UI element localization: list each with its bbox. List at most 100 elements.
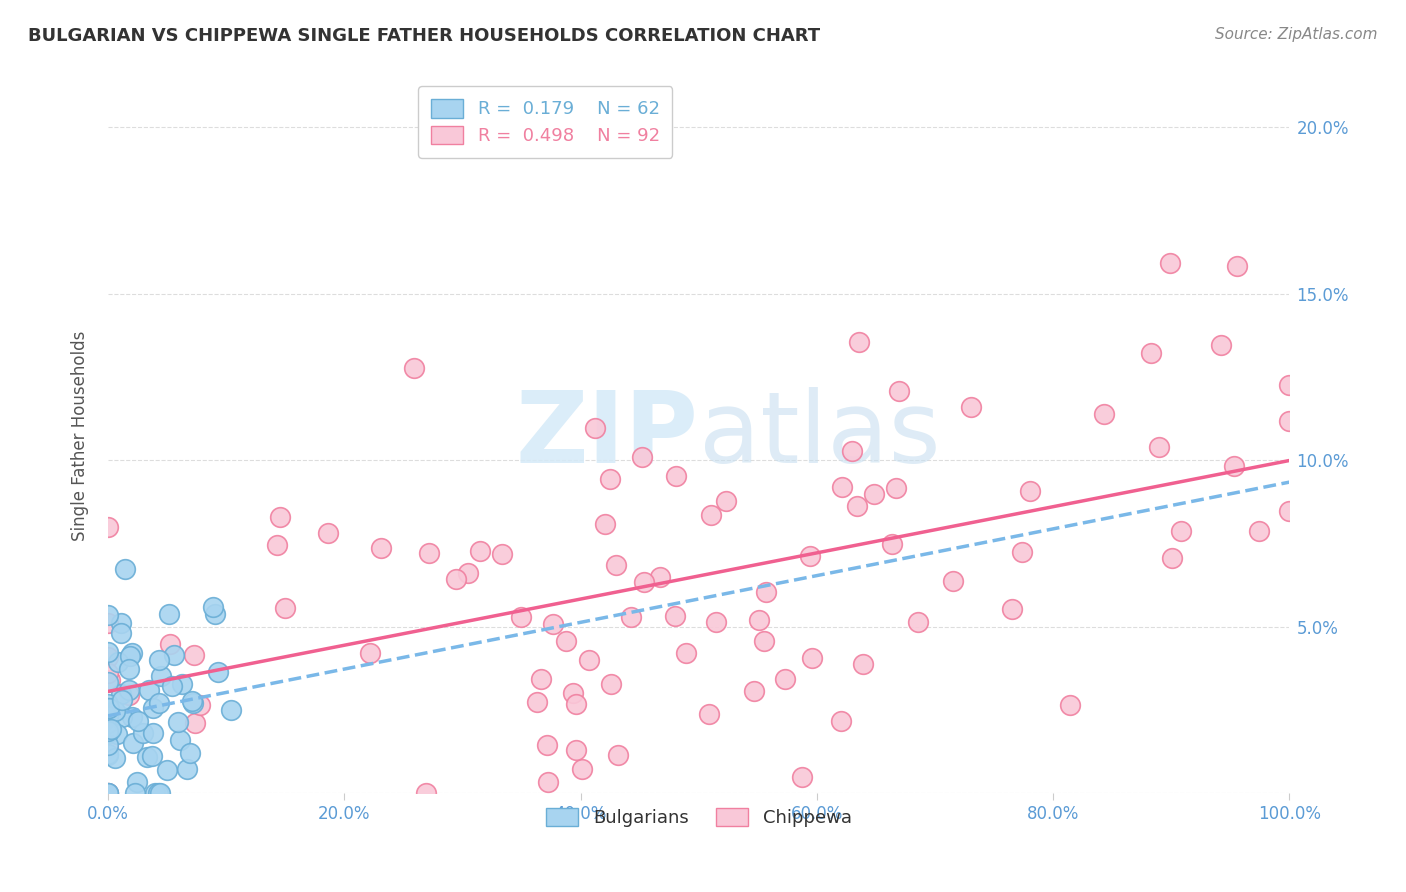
Point (700, 508, 723, 522)
Point (98, 700, 121, 714)
Point (593, 516, 616, 531)
Point (169, 732, 191, 747)
Point (599, 472, 621, 486)
Point (167, 715, 190, 730)
Point (1278, 377, 1301, 392)
Point (561, 685, 583, 699)
Point (219, 702, 242, 716)
Point (118, 682, 141, 697)
Point (181, 694, 204, 708)
Point (111, 693, 134, 707)
Point (121, 736, 143, 750)
Point (960, 401, 983, 415)
Point (97, 675, 120, 690)
Point (862, 487, 884, 501)
Text: ZIP: ZIP (516, 387, 699, 483)
Point (370, 541, 392, 556)
Point (148, 696, 170, 710)
Point (754, 634, 776, 648)
Point (142, 700, 165, 714)
Point (799, 549, 821, 564)
Point (124, 786, 146, 800)
Point (852, 657, 875, 671)
Point (1139, 346, 1161, 360)
Point (845, 499, 868, 513)
Point (831, 480, 853, 494)
Point (138, 682, 160, 697)
Point (444, 572, 467, 586)
Point (105, 727, 128, 741)
Point (541, 616, 564, 631)
Point (742, 683, 765, 698)
Point (359, 646, 381, 660)
Point (537, 775, 560, 789)
Point (118, 649, 141, 664)
Point (620, 610, 643, 624)
Point (415, 786, 437, 800)
Point (790, 770, 813, 784)
Point (97, 723, 120, 738)
Point (583, 421, 606, 435)
Point (207, 665, 229, 679)
Point (1147, 440, 1170, 454)
Point (880, 537, 903, 551)
Point (555, 633, 578, 648)
Point (148, 653, 170, 667)
Point (841, 444, 863, 458)
Point (578, 653, 600, 667)
Point (269, 509, 291, 524)
Point (201, 600, 224, 615)
Point (184, 715, 207, 730)
Point (714, 494, 737, 508)
Point (1011, 545, 1033, 559)
Point (468, 544, 491, 558)
Point (121, 647, 143, 661)
Point (176, 762, 198, 776)
Point (266, 538, 288, 552)
Point (316, 526, 339, 541)
Point (404, 361, 426, 376)
Point (97, 607, 120, 622)
Point (97, 665, 120, 680)
Point (564, 697, 586, 711)
Point (135, 750, 157, 764)
Point (1278, 414, 1301, 428)
Point (179, 746, 201, 760)
Point (121, 710, 143, 724)
Point (1209, 338, 1232, 352)
Point (97, 615, 120, 630)
Point (97, 740, 120, 755)
Point (97, 786, 120, 800)
Point (600, 677, 623, 691)
Point (159, 636, 181, 650)
Point (97, 716, 120, 731)
Point (97, 726, 120, 740)
Text: Source: ZipAtlas.com: Source: ZipAtlas.com (1215, 27, 1378, 42)
Point (125, 775, 148, 789)
Point (886, 481, 908, 495)
Point (110, 687, 132, 701)
Point (1170, 524, 1192, 538)
Point (887, 384, 910, 399)
Point (143, 786, 166, 800)
Point (418, 545, 440, 559)
Point (142, 726, 165, 740)
Point (1223, 459, 1246, 474)
Point (1249, 524, 1271, 538)
Point (114, 562, 136, 576)
Point (1278, 504, 1301, 518)
Point (97, 747, 120, 762)
Point (755, 585, 778, 599)
Point (942, 574, 965, 589)
Point (110, 615, 132, 630)
Point (149, 786, 172, 800)
Point (536, 738, 558, 752)
Point (648, 570, 671, 584)
Point (801, 651, 824, 665)
Point (565, 743, 588, 757)
Point (150, 669, 173, 683)
Point (697, 706, 720, 721)
Point (110, 625, 132, 640)
Point (97, 645, 120, 659)
Point (526, 695, 548, 709)
